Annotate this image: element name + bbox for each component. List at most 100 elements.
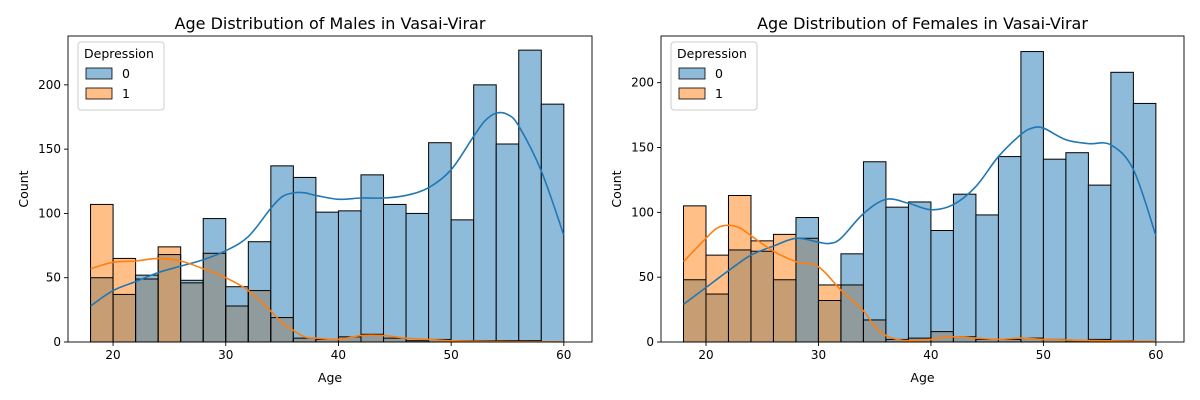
y-tick-label: 150 bbox=[631, 141, 654, 155]
legend-title: Depression bbox=[677, 46, 747, 61]
bar-1-bin-17 bbox=[1065, 340, 1089, 342]
x-tick-label: 50 bbox=[443, 348, 458, 362]
bar-1-bin-7 bbox=[840, 284, 864, 342]
x-tick-label: 60 bbox=[556, 348, 571, 362]
axes-frame bbox=[67, 35, 593, 343]
bar-1-bin-13 bbox=[975, 339, 999, 342]
kde-line-0 bbox=[90, 111, 565, 307]
x-tick-label: 30 bbox=[218, 348, 233, 362]
legend-label-0: 0 bbox=[122, 66, 130, 81]
bar-1-bin-13 bbox=[383, 338, 407, 342]
bar-0-bin-16 bbox=[1043, 159, 1066, 342]
bar-1-bin-5 bbox=[795, 238, 819, 342]
bar-1-bin-6 bbox=[225, 306, 249, 342]
x-tick-label: 20 bbox=[105, 348, 120, 362]
bar-1-bin-16 bbox=[1043, 339, 1066, 342]
bar-0-bin-17 bbox=[1065, 152, 1089, 342]
bar-1-bin-15 bbox=[1020, 338, 1044, 342]
bar-0-bin-10 bbox=[315, 212, 339, 342]
x-axis-label: Age bbox=[318, 370, 342, 385]
bar-0-bin-1 bbox=[705, 294, 729, 342]
bar-1-bin-9 bbox=[293, 338, 316, 342]
bar-0-bin-12 bbox=[953, 194, 976, 342]
legend-label-0: 0 bbox=[715, 66, 723, 81]
x-tick-label: 50 bbox=[1036, 348, 1051, 362]
bar-0-bin-8 bbox=[270, 165, 294, 342]
bar-1-bin-8 bbox=[863, 319, 886, 342]
legend: Depression 0 1 bbox=[77, 41, 165, 111]
bar-0-bin-15 bbox=[428, 142, 452, 342]
bar-0-bin-12 bbox=[360, 174, 384, 342]
kde-line-1 bbox=[90, 257, 564, 343]
bar-0-bin-9 bbox=[293, 177, 316, 342]
histogram-bars bbox=[90, 49, 565, 343]
legend-swatch-0 bbox=[678, 67, 706, 80]
kde-line-0 bbox=[683, 126, 1157, 306]
x-tick-label: 60 bbox=[1148, 348, 1163, 362]
y-tick-label: 100 bbox=[38, 206, 61, 220]
bar-0-bin-2 bbox=[728, 249, 751, 342]
bar-0-bin-0 bbox=[90, 277, 114, 342]
x-tick-label: 20 bbox=[698, 348, 713, 362]
legend-label-1: 1 bbox=[122, 86, 130, 101]
y-tick-label: 100 bbox=[631, 205, 654, 219]
y-tick-label: 50 bbox=[46, 271, 61, 285]
bar-0-bin-18 bbox=[1088, 185, 1111, 342]
y-tick-label: 50 bbox=[639, 270, 654, 284]
bar-1-bin-12 bbox=[360, 334, 384, 342]
bar-0-bin-15 bbox=[1020, 51, 1044, 342]
y-tick-label: 0 bbox=[646, 335, 654, 349]
bar-0-bin-13 bbox=[975, 214, 999, 342]
bar-0-bin-20 bbox=[541, 104, 564, 343]
bar-1-bin-11 bbox=[338, 336, 361, 342]
bar-0-bin-14 bbox=[998, 156, 1021, 342]
y-axis-label: Count bbox=[16, 170, 31, 207]
bar-0-bin-4 bbox=[773, 279, 796, 342]
bar-0-bin-20 bbox=[1133, 103, 1156, 342]
bar-1-bin-2 bbox=[135, 279, 159, 342]
y-tick-label: 0 bbox=[53, 335, 61, 349]
males-age-histogram: 20 30 40 50 60 0 50 100 150 200 Age Count Age Distri… bbox=[16, 14, 593, 385]
bar-0-bin-0 bbox=[683, 279, 706, 342]
legend-label-1: 1 bbox=[715, 86, 723, 101]
legend-swatch-1 bbox=[678, 87, 706, 100]
x-axis-label: Age bbox=[910, 370, 934, 385]
bar-1-bin-8 bbox=[270, 317, 294, 342]
y-tick-label: 150 bbox=[38, 142, 61, 156]
y-axis-label: Count bbox=[609, 170, 624, 207]
bar-1-bin-4 bbox=[180, 282, 204, 342]
bar-0-bin-10 bbox=[908, 201, 931, 342]
y-tick-label: 200 bbox=[38, 78, 61, 92]
bar-0-bin-3 bbox=[750, 251, 774, 342]
bar-1-bin-7 bbox=[248, 290, 271, 342]
bar-0-bin-9 bbox=[885, 207, 909, 342]
kde-line-1 bbox=[682, 224, 1156, 343]
legend-swatch-0 bbox=[85, 67, 113, 80]
bar-0-bin-13 bbox=[383, 204, 407, 342]
bar-1-bin-12 bbox=[953, 336, 976, 342]
bar-0-bin-14 bbox=[406, 213, 429, 342]
bar-0-bin-18 bbox=[496, 144, 519, 342]
bar-1-bin-14 bbox=[998, 339, 1021, 342]
bar-0-bin-19 bbox=[518, 50, 542, 343]
bar-0-bin-1 bbox=[113, 294, 136, 342]
x-tick-label: 30 bbox=[811, 348, 826, 362]
bar-0-bin-19 bbox=[1110, 72, 1134, 342]
bar-0-bin-11 bbox=[930, 230, 954, 342]
x-tick-label: 40 bbox=[331, 348, 346, 362]
females-age-histogram: 20 30 40 50 60 0 50 100 150 200 Age Count Age Distri… bbox=[609, 14, 1185, 385]
bar-0-bin-3 bbox=[158, 254, 181, 342]
legend-title: Depression bbox=[84, 46, 154, 61]
axes-frame bbox=[660, 35, 1185, 343]
bar-0-bin-8 bbox=[863, 161, 886, 342]
bar-0-bin-17 bbox=[473, 84, 497, 342]
y-tick-label: 200 bbox=[631, 76, 654, 90]
bar-1-bin-9 bbox=[885, 339, 909, 342]
bar-0-bin-16 bbox=[451, 219, 474, 342]
chart-title: Age Distribution of Males in Vasai-Virar bbox=[175, 14, 486, 33]
legend: Depression 0 1 bbox=[670, 41, 758, 111]
bar-1-bin-10 bbox=[315, 339, 339, 342]
chart-title: Age Distribution of Females in Vasai-Vir… bbox=[757, 14, 1088, 33]
legend-swatch-1 bbox=[85, 87, 113, 100]
